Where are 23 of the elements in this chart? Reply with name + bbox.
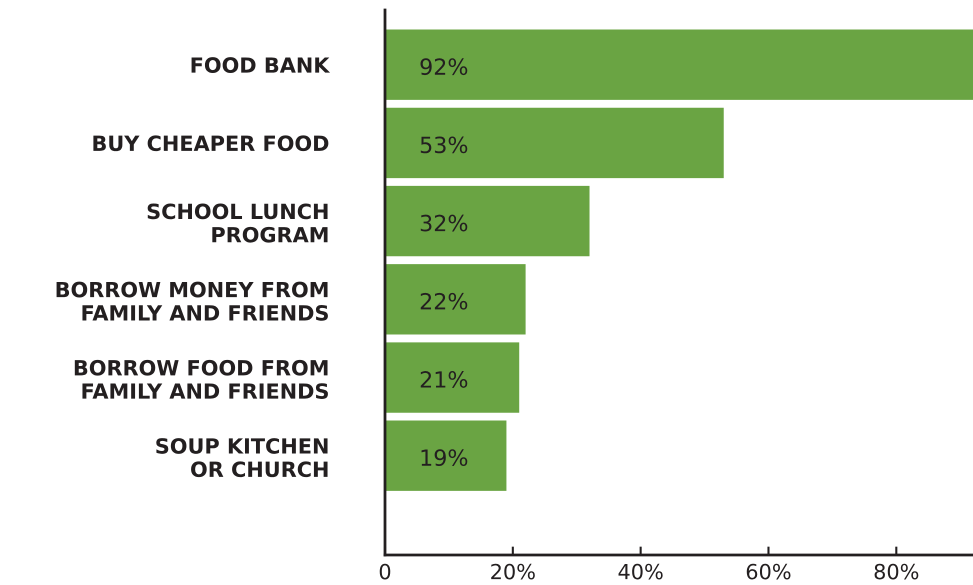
x-tick-label: 20% <box>491 564 535 580</box>
y-tick-label: FOOD BANK <box>192 57 330 73</box>
data-label: 22% <box>420 292 468 310</box>
y-tick-label: BORROW FOOD FROM FAMILY AND FRIENDS <box>74 360 328 399</box>
data-label: 53% <box>420 136 468 154</box>
bar <box>385 186 590 256</box>
data-label: 32% <box>420 214 468 232</box>
data-label: 21% <box>420 371 468 388</box>
y-tick-label: SOUP KITCHEN OR CHURCH <box>156 438 328 478</box>
y-tick-label: SCHOOL LUNCH PROGRAM <box>148 203 328 243</box>
bar <box>385 264 526 334</box>
x-tick-label: 0 <box>380 564 390 580</box>
x-tick-label: 60% <box>746 564 790 580</box>
y-tick-label: BORROW MONEY FROM FAMILY AND FRIENDS <box>56 282 328 321</box>
bar <box>385 30 973 100</box>
bar <box>385 342 520 413</box>
bar <box>385 420 506 491</box>
bar <box>385 108 724 178</box>
data-label: 19% <box>422 449 468 466</box>
y-tick-label: BUY CHEAPER FOOD <box>93 135 328 152</box>
x-tick-label: 80% <box>874 564 918 580</box>
x-tick-label: 40% <box>618 564 663 580</box>
data-label: 92% <box>420 58 468 76</box>
